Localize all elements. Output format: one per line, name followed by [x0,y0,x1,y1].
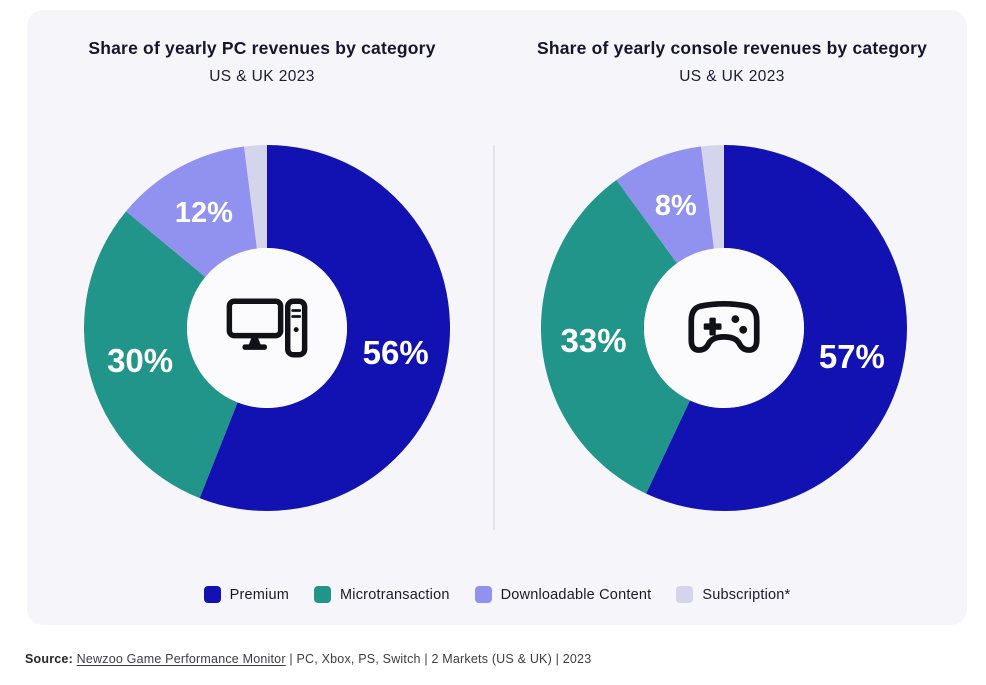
donut-slice-subscription [701,145,724,249]
chart-card: Share of yearly PC revenues by category … [27,10,967,625]
slice-value-label: 8% [655,190,697,222]
pc-chart-subtitle: US & UK 2023 [209,68,315,85]
slice-value-label: 56% [363,334,429,371]
legend-label: Premium [229,586,290,603]
desktop-pc-icon [226,298,308,358]
donut-hole [187,248,347,408]
legend-swatch [474,586,492,603]
legend-item-downloadable-content: Downloadable Content [474,586,652,603]
donut-slice-premium [646,145,908,512]
legend-item-microtransaction: Microtransaction [314,586,450,603]
console-donut-chart: 57% 33% 8% [539,143,909,513]
legend-swatch [676,586,694,603]
donut-slice-microtransaction [541,179,690,494]
console-donut-svg: 57% 33% 8% [541,145,908,512]
pc-donut-chart: 56% 30% 12% [82,143,452,513]
legend-swatch [314,586,332,603]
console-chart-subtitle: US & UK 2023 [679,68,785,85]
donut-slice-downloadable-content [616,146,714,264]
gamepad-icon [687,300,761,357]
console-chart-panel: Share of yearly console revenues by cate… [497,10,967,86]
pc-donut-svg: 56% 30% 12% [83,145,451,512]
source-line: Source: Newzoo Game Performance Monitor … [25,652,591,666]
legend-label: Downloadable Content [500,586,652,603]
source-link[interactable]: Newzoo Game Performance Monitor [76,652,286,666]
donut-slice-premium [199,145,451,512]
source-rest: | PC, Xbox, PS, Switch | 2 Markets (US &… [285,652,592,666]
legend-item-premium: Premium [203,586,290,603]
slice-value-label: 12% [175,197,233,229]
pc-chart-panel: Share of yearly PC revenues by category … [27,10,497,86]
donut-slice-microtransaction [83,211,238,499]
slice-value-label: 33% [561,322,627,359]
pc-chart-title: Share of yearly PC revenues by category [88,38,436,58]
slice-value-label: 57% [819,338,885,375]
donut-hole [644,248,804,408]
panel-divider [493,145,495,530]
legend: Premium Microtransaction Downloadable Cont… [27,586,967,603]
console-chart-title: Share of yearly console revenues by cate… [536,38,928,58]
legend-item-subscription: Subscription* [676,586,790,603]
donut-slice-subscription [244,145,267,249]
donut-slice-downloadable-content [125,146,257,278]
slice-value-label: 30% [107,342,173,379]
legend-swatch [203,586,221,603]
legend-label: Microtransaction [340,586,450,603]
source-label: Source: [25,652,73,666]
legend-label: Subscription* [702,586,791,603]
